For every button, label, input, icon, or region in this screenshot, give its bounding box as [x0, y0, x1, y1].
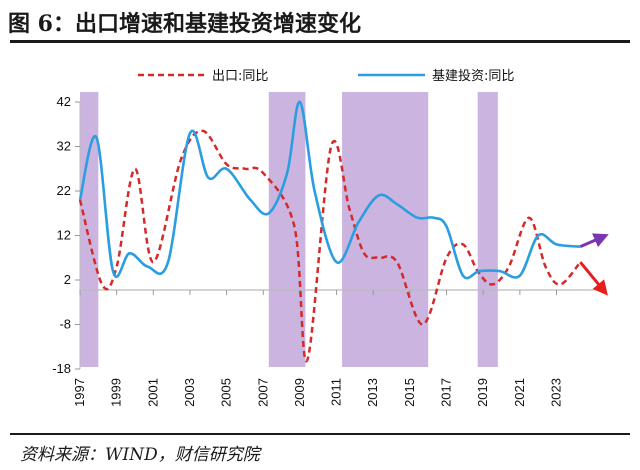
x-tick-label: 1999: [109, 378, 124, 407]
trend-arrows: [579, 233, 609, 296]
x-tick-label: 2013: [365, 378, 380, 407]
y-tick-label: -18: [52, 361, 71, 376]
series-lines: [78, 100, 582, 363]
shaded-period-4: [477, 92, 498, 367]
y-tick-label: 32: [57, 139, 71, 154]
shaded-periods: [80, 92, 498, 367]
trend-arrow-export: [579, 261, 608, 296]
x-tick-label: 2001: [145, 378, 160, 407]
x-tick-label: 2005: [219, 378, 234, 407]
shaded-period-1: [80, 92, 99, 367]
source-note: 资料来源：WIND，财信研究院: [20, 445, 260, 465]
legend-label-export: 出口:同比: [212, 69, 268, 84]
y-tick-label: 42: [57, 94, 71, 109]
x-tick-label: 2017: [439, 378, 454, 407]
series-line-infra: [78, 100, 581, 280]
series-line-export: [78, 129, 582, 363]
y-tick-label: -8: [59, 317, 71, 332]
legend-label-infra: 基建投资:同比: [432, 68, 514, 84]
x-tick-label: 2009: [292, 378, 307, 407]
x-tick-label: 2019: [475, 378, 490, 407]
x-tick-label: 2003: [182, 378, 197, 407]
y-tick-label: 22: [57, 183, 71, 198]
x-tick-label: 2021: [512, 378, 527, 407]
x-tick-label: 2007: [255, 378, 270, 407]
x-tick-label: 2023: [549, 378, 564, 407]
source-rule: [10, 433, 630, 435]
title-rule: [10, 40, 630, 43]
y-tick-label: 2: [64, 272, 71, 287]
trend-arrow-infra: [579, 233, 609, 249]
shaded-period-2: [268, 92, 306, 367]
x-tick-label: 2011: [329, 378, 344, 406]
page-title: 图 6：出口增速和基建投资增速变化: [8, 11, 361, 37]
x-tick-label: 2015: [402, 378, 417, 407]
y-tick-label: 12: [57, 228, 71, 243]
legend: 出口:同比 基建投资:同比: [138, 68, 514, 84]
x-tick-label: 1997: [72, 378, 87, 407]
